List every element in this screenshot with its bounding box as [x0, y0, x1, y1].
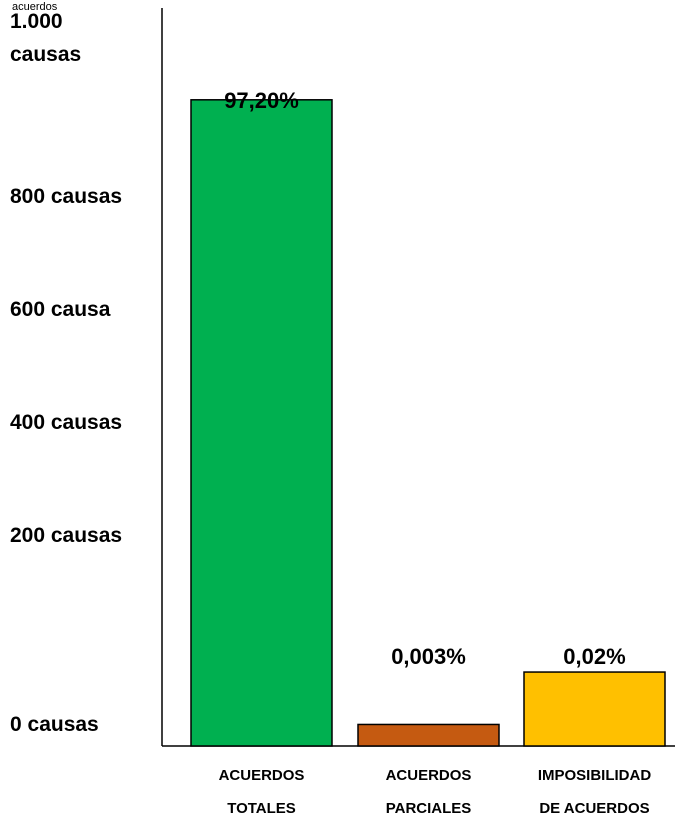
bars-group: [190, 99, 666, 747]
y-tick-label: 600 causa: [10, 298, 111, 321]
category-labels-group: ACUERDOS TOTALES ACUERDOS PARCIALES IMPOSIBI…: [219, 767, 652, 817]
y-tick-label: 200 causas: [10, 524, 122, 547]
y-tick-label: 800 causas: [10, 185, 122, 208]
data-label: 0,02%: [563, 644, 625, 669]
category-label: ACUERDOS TOTALES: [219, 767, 305, 817]
bar: [523, 671, 666, 747]
y-tick-label: 1.000 causas: [10, 10, 81, 66]
data-label: 0,003%: [391, 644, 466, 669]
category-label: IMPOSIBILIDAD DE ACUERDOS: [538, 767, 652, 817]
y-tick-label: 0 causas: [10, 713, 99, 736]
bar: [357, 723, 500, 747]
data-labels-group: 97,20% 0,003% 0,02%: [224, 88, 626, 669]
chart-top-note: acuerdos: [12, 1, 58, 13]
data-label: 97,20%: [224, 88, 299, 113]
y-tick-label: 400 causas: [10, 411, 122, 434]
category-label: ACUERDOS PARCIALES: [386, 767, 472, 817]
y-axis-tick-labels: 0 causas 200 causas 400 causas 600 causa 800…: [10, 10, 122, 736]
bar: [190, 99, 333, 747]
